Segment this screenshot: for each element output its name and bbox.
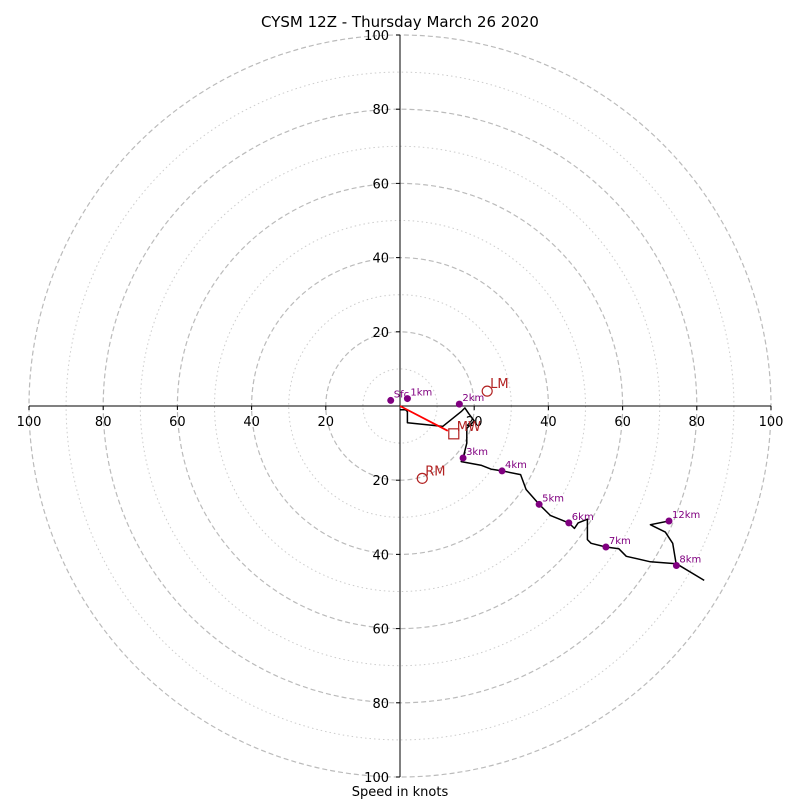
chart-title: CYSM 12Z - Thursday March 26 2020 (261, 13, 539, 31)
y-tick-label: 40 (372, 548, 389, 563)
height-marker-8km (672, 562, 680, 570)
height-label-1km: 1km (410, 388, 432, 399)
x-tick-label: 60 (614, 415, 631, 430)
storm-motion-label-lm: LM (490, 377, 508, 392)
height-label-6km: 6km (572, 512, 594, 523)
height-marker-7km (602, 543, 610, 551)
y-tick-label: 100 (364, 29, 389, 44)
x-tick-label: 20 (466, 415, 483, 430)
y-tick-label: 20 (372, 474, 389, 489)
y-tick-label: 80 (372, 103, 389, 118)
y-tick-label: 80 (372, 697, 389, 712)
height-marker-3km (459, 454, 467, 462)
height-markers: Sfc 1km 2km 3km 4km 5km 6km 7km 8km 12km (387, 388, 701, 570)
storm-motion-markers: MW LM RM (416, 377, 509, 484)
height-label-8km: 8km (679, 555, 701, 566)
x-tick-label: 60 (169, 415, 186, 430)
height-marker-sfc (387, 396, 395, 404)
y-tick-label: 20 (372, 326, 389, 341)
mean-wind-vector (399, 405, 449, 432)
y-tick-label: 40 (372, 252, 389, 267)
tick-labels: 100 80 60 40 20 20 40 60 80 100 100 80 60 40 20 20 40 60 8… (17, 29, 784, 786)
x-tick-label: 20 (318, 415, 335, 430)
storm-motion-marker-rm (416, 472, 428, 484)
x-tick-label: 40 (540, 415, 557, 430)
x-tick-label: 100 (759, 415, 784, 430)
height-label-5km: 5km (542, 493, 564, 504)
height-marker-6km (565, 519, 573, 527)
storm-motion-marker-lm (481, 385, 493, 397)
x-tick-label: 80 (689, 415, 706, 430)
height-marker-1km (403, 395, 411, 403)
height-label-3km: 3km (466, 447, 488, 458)
height-label-7km: 7km (609, 536, 631, 547)
x-tick-label: 40 (243, 415, 260, 430)
y-tick-label: 100 (364, 771, 389, 786)
height-marker-4km (498, 467, 506, 475)
height-marker-5km (535, 500, 543, 508)
mean-wind-label: MW (457, 420, 481, 435)
y-tick-label: 60 (372, 623, 389, 638)
height-marker-12km (665, 517, 673, 525)
height-label-sfc: Sfc (394, 389, 409, 400)
mean-wind-marker (448, 428, 460, 440)
y-tick-label: 60 (372, 177, 389, 192)
storm-motion-label-rm: RM (425, 464, 445, 479)
height-label-4km: 4km (505, 460, 527, 471)
x-axis-label: Speed in knots (352, 785, 449, 800)
height-marker-2km (455, 400, 463, 408)
wind-profile-upper-line (649, 520, 678, 566)
x-tick-label: 80 (95, 415, 112, 430)
height-label-2km: 2km (462, 393, 484, 404)
x-tick-label: 100 (17, 415, 42, 430)
height-label-12km: 12km (672, 510, 700, 521)
